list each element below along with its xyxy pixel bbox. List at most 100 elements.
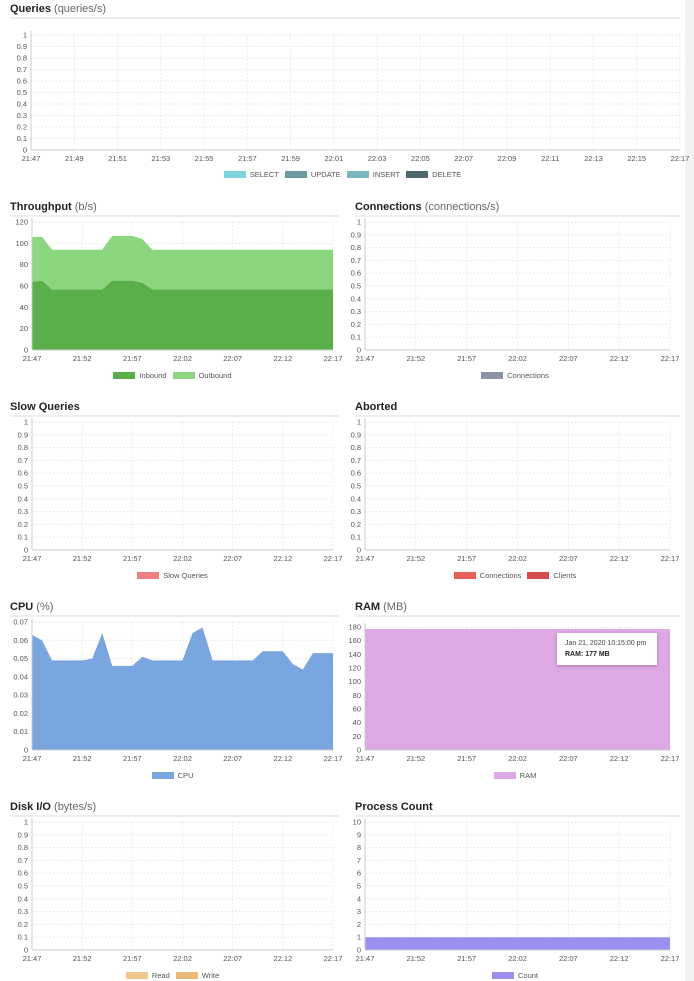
legend-item[interactable]: DELETE bbox=[406, 170, 461, 179]
x-tick-label: 21:57 bbox=[457, 754, 476, 763]
legend-item[interactable]: RAM bbox=[493, 771, 537, 780]
legend-label: Slow Queries bbox=[163, 571, 208, 580]
legend-swatch bbox=[284, 171, 307, 178]
x-tick-label: 22:07 bbox=[223, 754, 242, 763]
y-tick-label: 0.9 bbox=[351, 430, 361, 439]
y-tick-label: 0.6 bbox=[18, 869, 28, 878]
x-tick-label: 21:51 bbox=[108, 154, 127, 163]
y-tick-label: 0.8 bbox=[18, 843, 28, 852]
x-tick-label: 22:17 bbox=[661, 554, 680, 563]
legend-swatch bbox=[481, 372, 504, 379]
x-tick-label: 22:02 bbox=[173, 354, 192, 363]
legend-item[interactable]: Read bbox=[125, 971, 170, 980]
x-tick-label: 21:57 bbox=[457, 354, 476, 363]
legend-item[interactable]: UPDATE bbox=[284, 170, 341, 179]
legend-swatch bbox=[175, 972, 198, 979]
chart-panel-aborted: Aborted 0 0.1 0.2 0.3 0.4 0.5 0.6 0.7 0.8 0.9 1 21:4… bbox=[345, 400, 685, 595]
legend-label: Read bbox=[151, 971, 170, 980]
legend-item[interactable]: Outbound bbox=[172, 371, 232, 380]
x-tick-label: 21:57 bbox=[457, 954, 476, 963]
y-tick-label: 0.3 bbox=[18, 907, 28, 916]
y-tick-label: 20 bbox=[353, 732, 361, 741]
y-tick-label: 120 bbox=[15, 218, 28, 227]
area-series-outbound[interactable] bbox=[32, 235, 333, 290]
y-tick-label: 80 bbox=[353, 691, 361, 700]
x-tick-label: 21:47 bbox=[356, 554, 375, 563]
legend-item[interactable]: CPU bbox=[151, 771, 193, 780]
chart-legend: Slow Queries bbox=[0, 571, 345, 580]
y-tick-label: 8 bbox=[357, 843, 361, 852]
x-tick-label: 21:47 bbox=[23, 754, 42, 763]
chart-legend: RAM bbox=[345, 771, 685, 780]
tooltip-date: Jan 21, 2020 10:15:00 pm bbox=[565, 640, 647, 647]
legend-item[interactable]: Slow Queries bbox=[137, 571, 208, 580]
y-tick-label: 40 bbox=[20, 303, 28, 312]
x-tick-label: 22:09 bbox=[498, 154, 517, 163]
legend-item[interactable]: INSERT bbox=[346, 170, 400, 179]
y-tick-label: 0.4 bbox=[18, 494, 28, 503]
y-tick-label: 0.7 bbox=[351, 456, 361, 465]
y-tick-label: 0 bbox=[357, 946, 361, 955]
y-tick-label: 0.1 bbox=[17, 134, 27, 143]
x-tick-label: 22:12 bbox=[610, 954, 629, 963]
x-tick-label: 22:07 bbox=[559, 554, 578, 563]
chart-svg-aborted: 0 0.1 0.2 0.3 0.4 0.5 0.6 0.7 0.8 0.9 1 21:47 21:52 2… bbox=[351, 415, 680, 563]
chart-panel-disk-io: Disk I/O (bytes/s) 0 0.1 0.2 0.3 0.4 0.5 0.6 0.7… bbox=[0, 800, 345, 981]
y-tick-label: 0.3 bbox=[351, 507, 361, 516]
legend-swatch bbox=[125, 972, 148, 979]
legend-swatch bbox=[151, 772, 174, 779]
x-tick-label: 21:47 bbox=[23, 354, 42, 363]
chart-title-text: Connections bbox=[355, 201, 422, 213]
y-tick-label: 0 bbox=[23, 146, 27, 155]
legend-label: Inbound bbox=[139, 371, 167, 380]
y-tick-label: 0.2 bbox=[351, 520, 361, 529]
legend-item[interactable]: Connections bbox=[481, 371, 549, 380]
legend-item[interactable]: Write bbox=[175, 971, 219, 980]
legend-item[interactable]: Clients bbox=[527, 571, 576, 580]
x-tick-label: 22:01 bbox=[324, 154, 343, 163]
legend-item[interactable]: SELECT bbox=[223, 170, 279, 179]
legend-swatch bbox=[406, 171, 429, 178]
x-tick-label: 22:07 bbox=[223, 554, 242, 563]
x-tick-label: 22:02 bbox=[173, 754, 192, 763]
y-tick-label: 6 bbox=[357, 869, 361, 878]
chart-legend: CPU bbox=[0, 771, 345, 780]
chart-unit: (connections/s) bbox=[424, 201, 500, 213]
chart-legend: SELECT UPDATE INSERT DELETE bbox=[0, 170, 685, 179]
chart-svg-ram: 0 20 40 60 80 100 120 140 160 180 21:47 21:52 21:57 2… bbox=[348, 615, 680, 763]
chart-title: Aborted bbox=[355, 401, 397, 413]
y-tick-label: 0.01 bbox=[13, 727, 28, 736]
y-tick-label: 0 bbox=[24, 546, 28, 555]
x-tick-label: 22:17 bbox=[661, 354, 680, 363]
legend-item[interactable]: Inbound bbox=[113, 371, 167, 380]
x-tick-label: 21:57 bbox=[123, 554, 142, 563]
y-tick-label: 0.2 bbox=[17, 123, 27, 132]
legend-label: Connections bbox=[479, 571, 522, 580]
y-tick-label: 0.7 bbox=[18, 856, 28, 865]
y-tick-label: 0.7 bbox=[18, 456, 28, 465]
chart-title-text: RAM bbox=[355, 601, 381, 613]
y-tick-label: 100 bbox=[15, 239, 28, 248]
x-tick-label: 21:49 bbox=[65, 154, 84, 163]
y-tick-label: 0 bbox=[357, 546, 361, 555]
legend-label: UPDATE bbox=[310, 170, 341, 179]
legend-swatch bbox=[491, 972, 514, 979]
y-tick-label: 0.6 bbox=[351, 469, 361, 478]
x-tick-label: 22:02 bbox=[508, 954, 527, 963]
area-series-cpu[interactable] bbox=[32, 627, 333, 750]
legend-swatch bbox=[223, 171, 246, 178]
y-tick-label: 0.8 bbox=[18, 443, 28, 452]
area-series-count[interactable] bbox=[365, 937, 670, 950]
legend-label: RAM bbox=[519, 771, 537, 780]
y-tick-label: 0.5 bbox=[17, 88, 27, 97]
area-series-inbound[interactable] bbox=[32, 280, 333, 350]
x-tick-label: 21:57 bbox=[123, 354, 142, 363]
legend-item[interactable]: Connections bbox=[453, 571, 522, 580]
y-tick-label: 1 bbox=[357, 418, 361, 427]
y-tick-label: 0.9 bbox=[17, 42, 27, 51]
legend-item[interactable]: Count bbox=[491, 971, 538, 980]
y-tick-label: 0.4 bbox=[351, 494, 361, 503]
y-tick-label: 0.1 bbox=[351, 333, 361, 342]
legend-swatch bbox=[172, 372, 195, 379]
x-tick-label: 22:17 bbox=[661, 954, 680, 963]
